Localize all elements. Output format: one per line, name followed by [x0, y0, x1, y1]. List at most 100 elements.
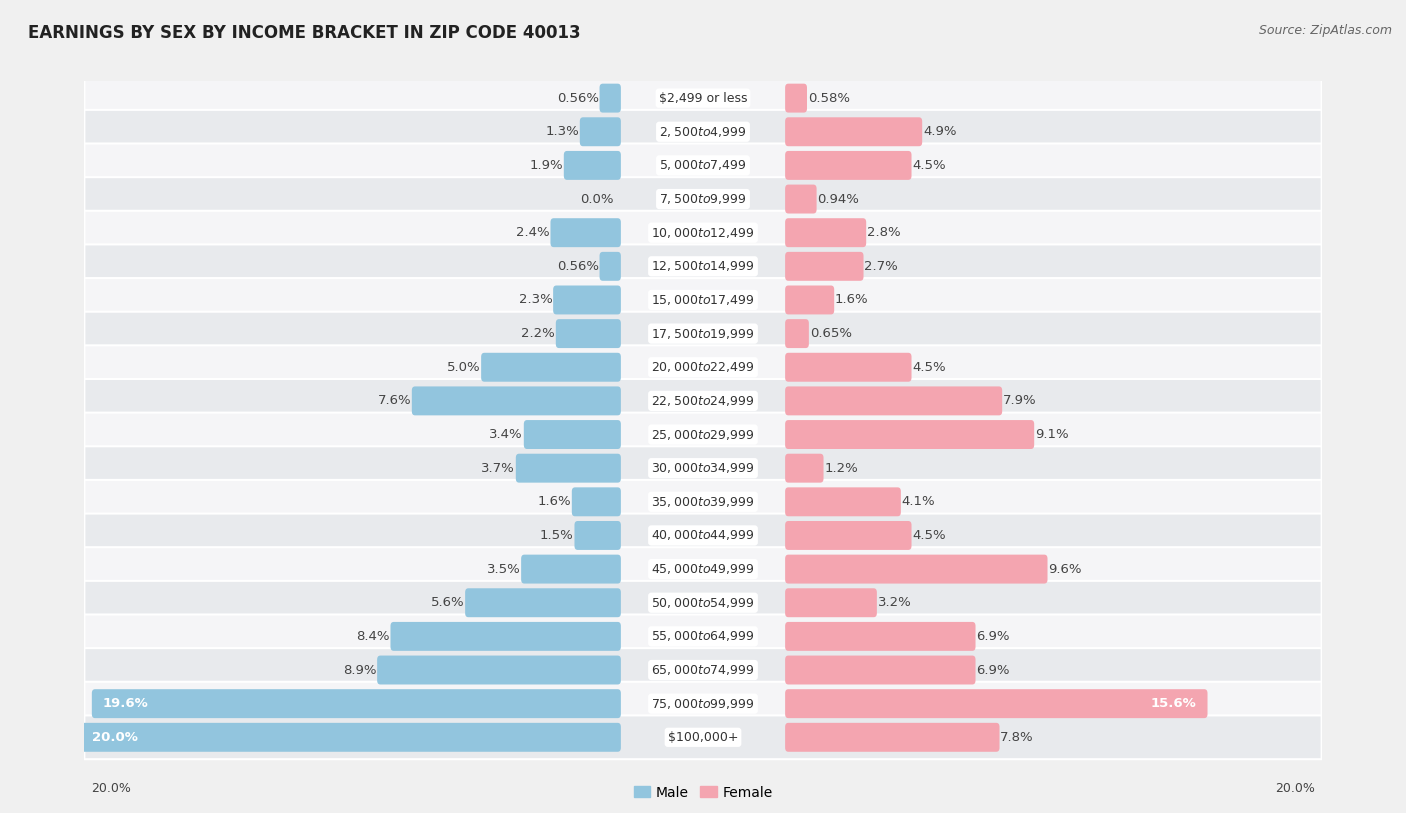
- Text: 3.4%: 3.4%: [489, 428, 523, 441]
- Text: 1.3%: 1.3%: [546, 125, 579, 138]
- FancyBboxPatch shape: [785, 689, 1208, 718]
- FancyBboxPatch shape: [481, 353, 621, 382]
- Text: 0.56%: 0.56%: [557, 260, 599, 273]
- Text: 0.56%: 0.56%: [557, 92, 599, 105]
- FancyBboxPatch shape: [412, 386, 621, 415]
- FancyBboxPatch shape: [785, 655, 976, 685]
- Text: 7.6%: 7.6%: [377, 394, 411, 407]
- Text: $55,000 to $64,999: $55,000 to $64,999: [651, 629, 755, 643]
- Text: 3.2%: 3.2%: [877, 596, 911, 609]
- Text: $65,000 to $74,999: $65,000 to $74,999: [651, 663, 755, 677]
- Text: 1.6%: 1.6%: [537, 495, 571, 508]
- Text: 2.4%: 2.4%: [516, 226, 550, 239]
- Text: $7,500 to $9,999: $7,500 to $9,999: [659, 192, 747, 206]
- Text: 2.2%: 2.2%: [522, 327, 555, 340]
- FancyBboxPatch shape: [553, 285, 621, 315]
- FancyBboxPatch shape: [785, 554, 1047, 584]
- Text: $10,000 to $12,499: $10,000 to $12,499: [651, 226, 755, 240]
- Text: 2.3%: 2.3%: [519, 293, 553, 307]
- Legend: Male, Female: Male, Female: [628, 780, 778, 805]
- FancyBboxPatch shape: [516, 454, 621, 483]
- Text: $40,000 to $44,999: $40,000 to $44,999: [651, 528, 755, 542]
- FancyBboxPatch shape: [599, 84, 621, 112]
- Text: 19.6%: 19.6%: [103, 698, 149, 711]
- Text: 20.0%: 20.0%: [93, 731, 138, 744]
- FancyBboxPatch shape: [785, 320, 808, 348]
- FancyBboxPatch shape: [84, 76, 1322, 120]
- FancyBboxPatch shape: [84, 446, 1322, 490]
- FancyBboxPatch shape: [84, 413, 1322, 456]
- FancyBboxPatch shape: [785, 185, 817, 214]
- Text: 3.5%: 3.5%: [486, 563, 520, 576]
- Text: 6.9%: 6.9%: [976, 630, 1010, 643]
- FancyBboxPatch shape: [579, 117, 621, 146]
- FancyBboxPatch shape: [84, 514, 1322, 558]
- FancyBboxPatch shape: [84, 144, 1322, 187]
- FancyBboxPatch shape: [84, 547, 1322, 591]
- Text: 1.5%: 1.5%: [540, 529, 574, 542]
- Text: 1.6%: 1.6%: [835, 293, 869, 307]
- Text: 6.9%: 6.9%: [976, 663, 1010, 676]
- Text: 4.5%: 4.5%: [912, 529, 946, 542]
- FancyBboxPatch shape: [84, 648, 1322, 692]
- FancyBboxPatch shape: [551, 218, 621, 247]
- FancyBboxPatch shape: [84, 682, 1322, 725]
- Text: $75,000 to $99,999: $75,000 to $99,999: [651, 697, 755, 711]
- Text: $5,000 to $7,499: $5,000 to $7,499: [659, 159, 747, 172]
- Text: 3.7%: 3.7%: [481, 462, 515, 475]
- Text: 1.2%: 1.2%: [824, 462, 858, 475]
- Text: Source: ZipAtlas.com: Source: ZipAtlas.com: [1258, 24, 1392, 37]
- Text: $50,000 to $54,999: $50,000 to $54,999: [651, 596, 755, 610]
- FancyBboxPatch shape: [465, 589, 621, 617]
- FancyBboxPatch shape: [84, 346, 1322, 389]
- Text: $35,000 to $39,999: $35,000 to $39,999: [651, 495, 755, 509]
- Text: 2.8%: 2.8%: [868, 226, 901, 239]
- Text: $2,500 to $4,999: $2,500 to $4,999: [659, 124, 747, 139]
- FancyBboxPatch shape: [522, 554, 621, 584]
- Text: 4.9%: 4.9%: [922, 125, 956, 138]
- FancyBboxPatch shape: [785, 420, 1035, 449]
- Text: $17,500 to $19,999: $17,500 to $19,999: [651, 327, 755, 341]
- FancyBboxPatch shape: [785, 521, 911, 550]
- Text: 0.94%: 0.94%: [817, 193, 859, 206]
- Text: 5.6%: 5.6%: [430, 596, 464, 609]
- Text: 0.0%: 0.0%: [581, 193, 613, 206]
- FancyBboxPatch shape: [564, 151, 621, 180]
- Text: $15,000 to $17,499: $15,000 to $17,499: [651, 293, 755, 307]
- Text: $20,000 to $22,499: $20,000 to $22,499: [651, 360, 755, 374]
- FancyBboxPatch shape: [785, 84, 807, 112]
- Text: 1.9%: 1.9%: [530, 159, 562, 172]
- FancyBboxPatch shape: [84, 110, 1322, 154]
- FancyBboxPatch shape: [785, 723, 1000, 752]
- FancyBboxPatch shape: [84, 211, 1322, 254]
- FancyBboxPatch shape: [572, 487, 621, 516]
- Text: $22,500 to $24,999: $22,500 to $24,999: [651, 393, 755, 408]
- FancyBboxPatch shape: [785, 454, 824, 483]
- Text: $30,000 to $34,999: $30,000 to $34,999: [651, 461, 755, 475]
- FancyBboxPatch shape: [84, 379, 1322, 423]
- FancyBboxPatch shape: [555, 320, 621, 348]
- Text: 7.9%: 7.9%: [1002, 394, 1036, 407]
- Text: $25,000 to $29,999: $25,000 to $29,999: [651, 428, 755, 441]
- FancyBboxPatch shape: [785, 151, 911, 180]
- FancyBboxPatch shape: [785, 386, 1002, 415]
- Text: 15.6%: 15.6%: [1150, 698, 1197, 711]
- Text: 0.58%: 0.58%: [808, 92, 849, 105]
- Text: 4.5%: 4.5%: [912, 361, 946, 374]
- FancyBboxPatch shape: [785, 589, 877, 617]
- FancyBboxPatch shape: [377, 655, 621, 685]
- FancyBboxPatch shape: [91, 689, 621, 718]
- FancyBboxPatch shape: [84, 715, 1322, 759]
- FancyBboxPatch shape: [599, 252, 621, 280]
- FancyBboxPatch shape: [84, 311, 1322, 355]
- Text: 20.0%: 20.0%: [1275, 782, 1315, 795]
- FancyBboxPatch shape: [82, 723, 621, 752]
- FancyBboxPatch shape: [84, 177, 1322, 221]
- Text: 20.0%: 20.0%: [91, 782, 131, 795]
- Text: 8.4%: 8.4%: [356, 630, 389, 643]
- Text: $2,499 or less: $2,499 or less: [659, 92, 747, 105]
- FancyBboxPatch shape: [575, 521, 621, 550]
- Text: 7.8%: 7.8%: [1000, 731, 1033, 744]
- FancyBboxPatch shape: [785, 285, 834, 315]
- FancyBboxPatch shape: [84, 615, 1322, 659]
